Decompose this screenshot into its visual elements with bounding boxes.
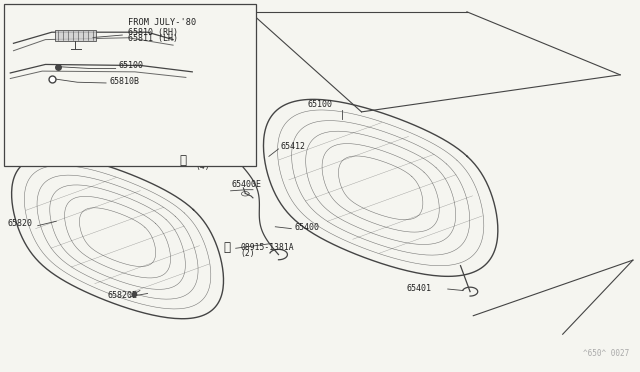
Text: ^650^ 0027: ^650^ 0027 xyxy=(584,349,630,358)
Text: 65810 (RH): 65810 (RH) xyxy=(129,28,179,37)
Text: 65400E: 65400E xyxy=(232,180,262,189)
Text: 65100: 65100 xyxy=(307,100,332,109)
Text: 65400: 65400 xyxy=(294,223,319,232)
Text: 65810B: 65810B xyxy=(109,77,140,86)
Text: 08363-61638: 08363-61638 xyxy=(195,155,249,164)
Text: 65401: 65401 xyxy=(406,283,431,292)
Text: 65412: 65412 xyxy=(280,142,305,151)
Text: 65820E: 65820E xyxy=(108,291,138,300)
Text: (4): (4) xyxy=(195,162,210,171)
Bar xyxy=(4,4,256,166)
Text: 65811 (LH): 65811 (LH) xyxy=(129,34,179,43)
Text: Ⓦ: Ⓦ xyxy=(224,241,231,254)
Text: 08915-1381A: 08915-1381A xyxy=(240,243,294,251)
Text: FROM JULY-'80: FROM JULY-'80 xyxy=(129,19,196,28)
Text: 65820: 65820 xyxy=(7,219,32,228)
Text: 65100: 65100 xyxy=(119,61,144,70)
Bar xyxy=(55,30,97,41)
Text: Ⓢ: Ⓢ xyxy=(179,154,186,167)
Text: (2): (2) xyxy=(240,249,255,258)
